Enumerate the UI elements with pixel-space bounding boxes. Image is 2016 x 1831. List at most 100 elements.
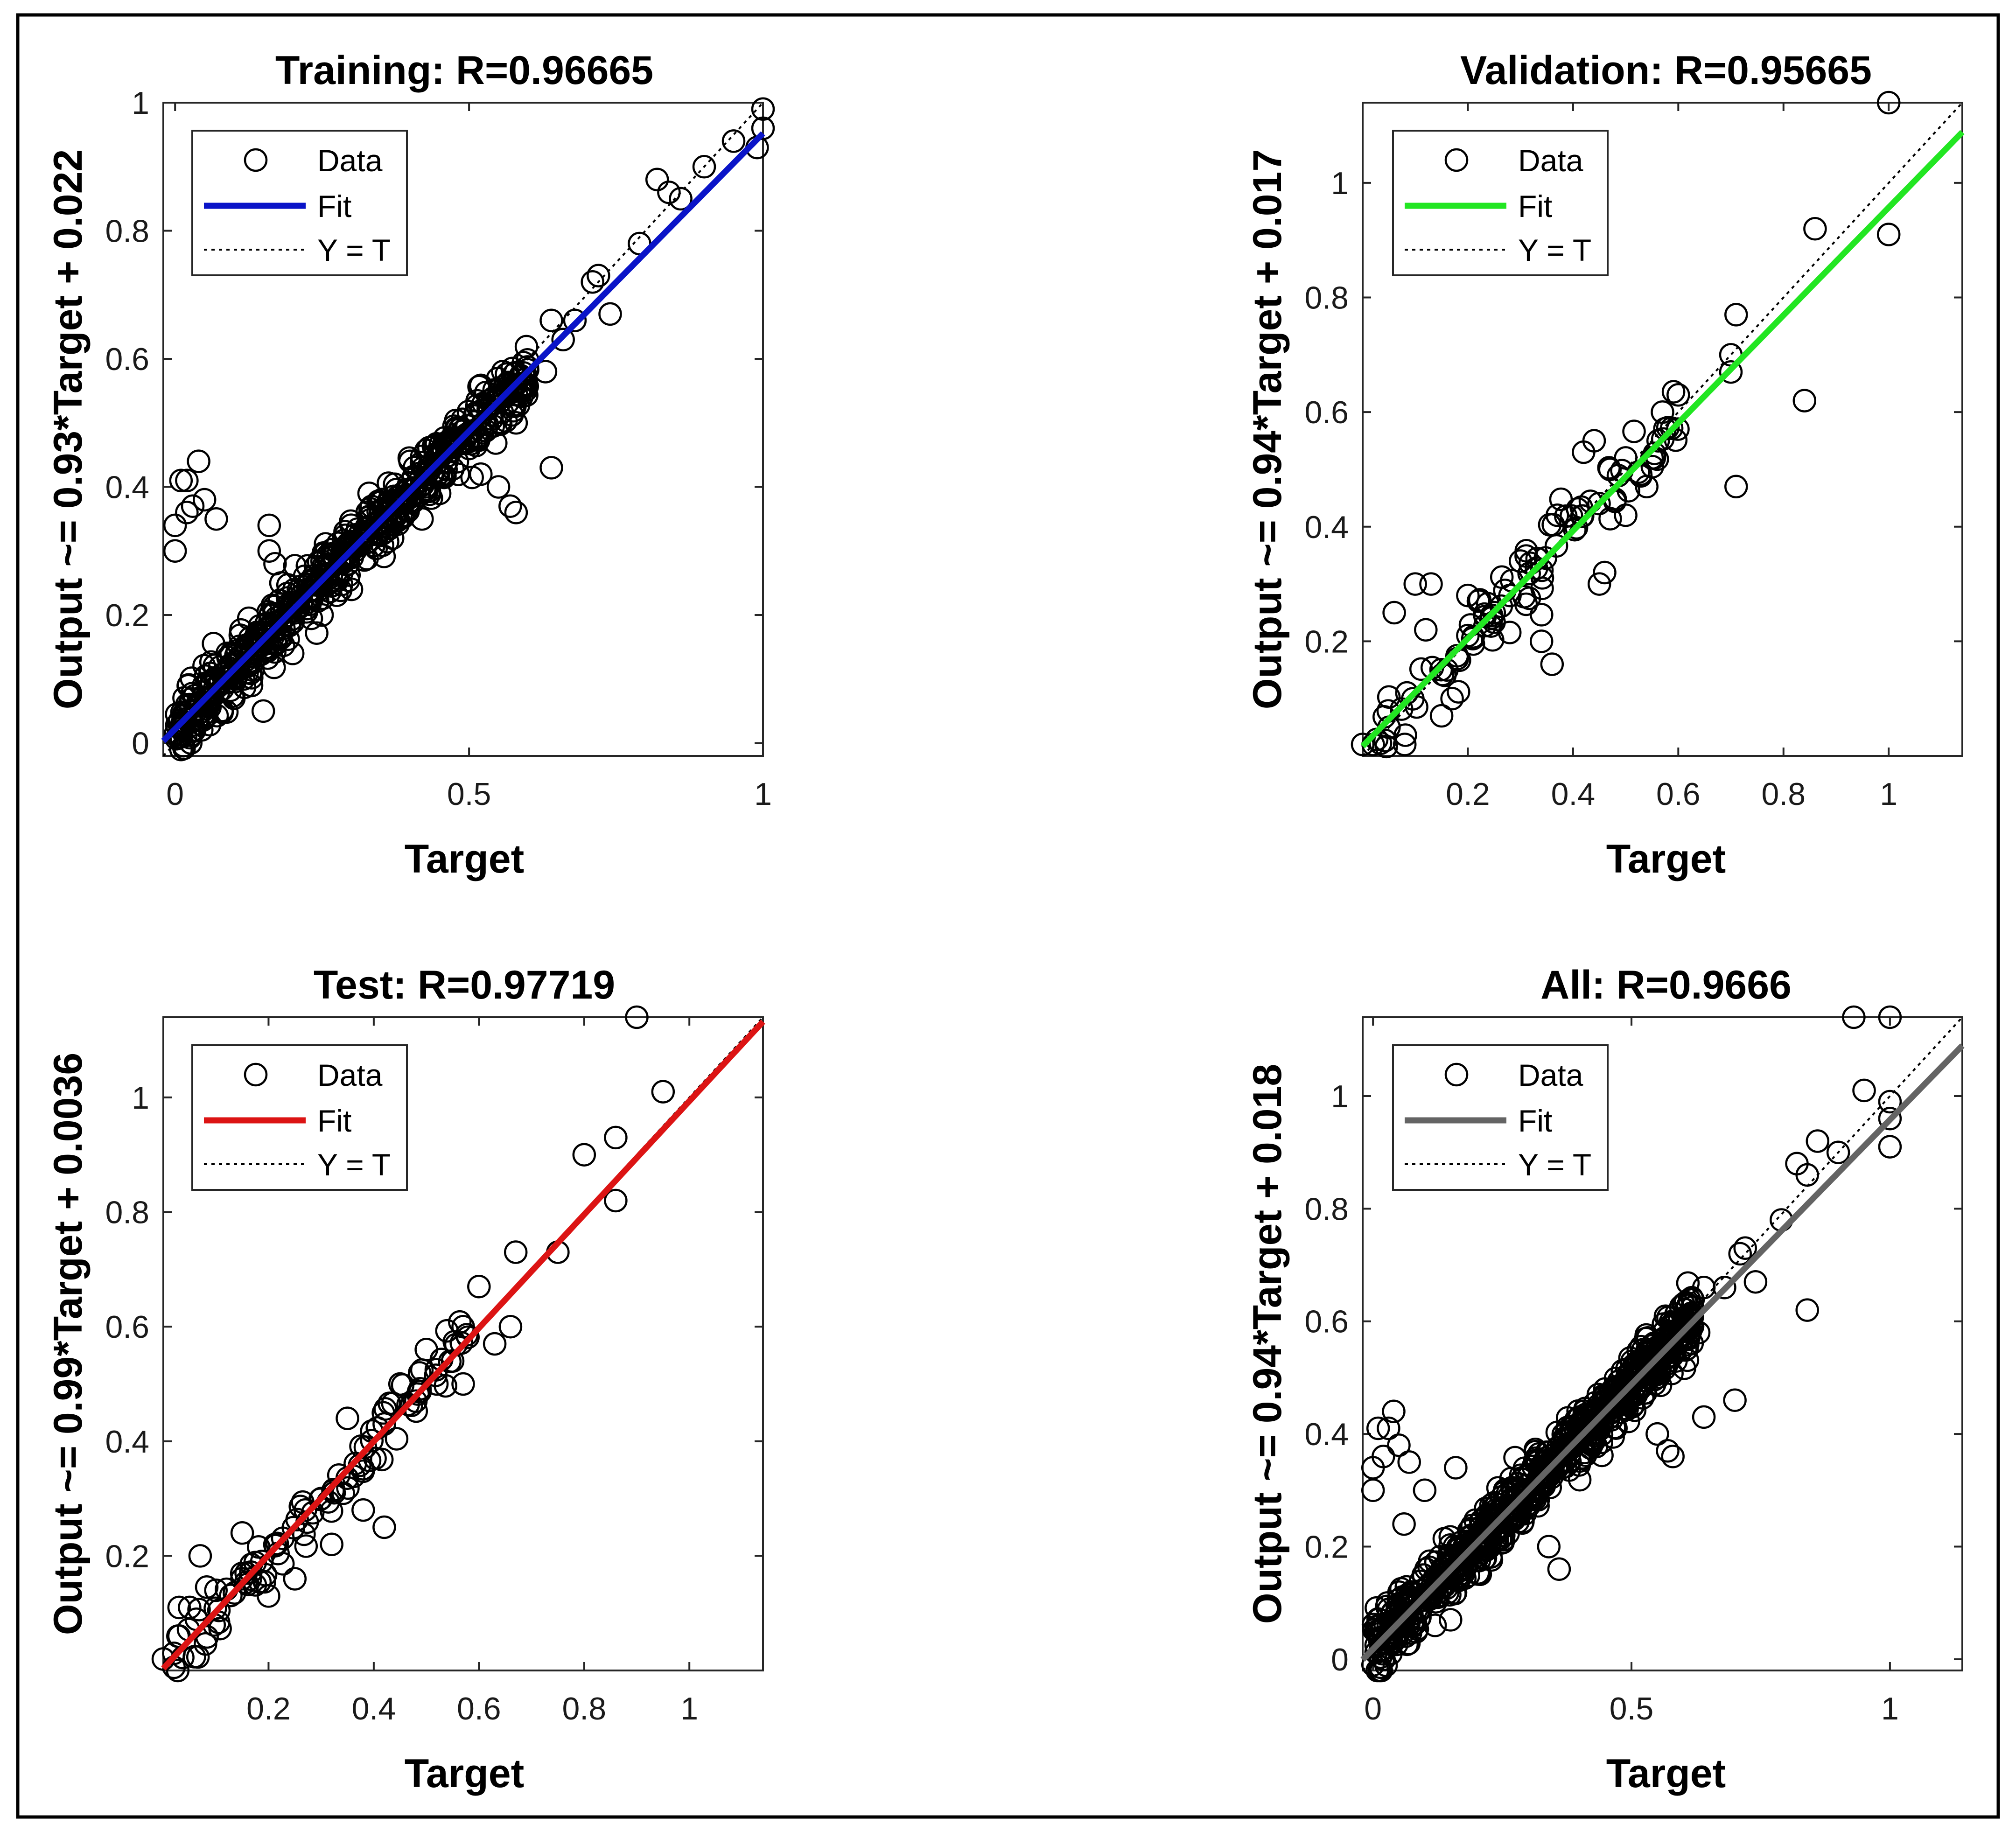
y-tick-label: 0 [132, 726, 149, 762]
x-tick-label: 1 [680, 1691, 698, 1726]
data-point [327, 1463, 351, 1487]
data-point [360, 1429, 384, 1453]
data-point [1614, 503, 1638, 527]
data-point [1614, 446, 1638, 470]
data-point [251, 699, 275, 723]
data-point [1367, 1658, 1392, 1683]
data-point [207, 671, 231, 696]
data-point [1806, 1129, 1830, 1153]
data-point [1361, 1478, 1385, 1503]
data-point [435, 1319, 459, 1343]
panel-title: Validation: R=0.95665 [1460, 48, 1872, 93]
data-point [456, 421, 480, 446]
data-point [363, 1447, 387, 1470]
data-point [339, 509, 363, 533]
data-point [310, 603, 334, 627]
legend-data-marker [244, 1062, 268, 1087]
data-point [162, 1641, 186, 1665]
data-point [1719, 360, 1743, 384]
y-tick-label: 0.2 [1304, 1529, 1349, 1565]
data-point [388, 1372, 412, 1396]
data-point [1590, 1443, 1614, 1468]
y-tick-label: 1 [1331, 166, 1349, 201]
data-point [1508, 549, 1533, 573]
data-point [1876, 91, 1901, 115]
x-tick-label: 1 [1881, 1691, 1899, 1726]
data-point [1366, 1416, 1390, 1440]
data-point [256, 646, 280, 670]
data-point [336, 1476, 360, 1500]
x-tick-label: 0.5 [447, 776, 491, 812]
data-point [1414, 618, 1438, 642]
data-point [163, 539, 187, 563]
data-point [1462, 1533, 1486, 1557]
x-tick-label: 0.2 [1446, 776, 1490, 812]
data-point [1592, 1384, 1616, 1407]
data-point [1826, 1140, 1850, 1164]
data-point [1878, 1090, 1902, 1114]
y-ticks: 0 0.2 0.4 0.6 0.8 1 [105, 85, 763, 762]
data-points [163, 97, 775, 762]
x-axis-label: Target [1606, 1751, 1726, 1796]
data-point [489, 390, 512, 413]
x-tick-label: 0 [166, 776, 184, 812]
data-point [1587, 572, 1611, 596]
y-tick-label: 0.4 [1304, 1417, 1349, 1452]
data-point [1479, 1545, 1503, 1569]
data-point [448, 1310, 472, 1334]
data-point [181, 494, 205, 518]
y-axis-label: Output ~= 0.93*Target + 0.022 [46, 149, 91, 710]
data-point [336, 1406, 359, 1430]
data-point [219, 1583, 243, 1607]
data-point [625, 1005, 649, 1029]
x-tick-label: 0.6 [457, 1691, 501, 1726]
data-point [166, 1658, 190, 1683]
data-point [163, 513, 187, 538]
data-point [372, 1515, 396, 1539]
data-point [414, 1338, 438, 1362]
legend: Data Fit Y = T [191, 1044, 408, 1191]
data-point [1560, 504, 1583, 528]
data-point [257, 1584, 280, 1608]
y-axis-label: Output ~= 0.94*Target + 0.018 [1245, 1064, 1290, 1624]
data-point [1723, 1388, 1747, 1412]
panel-all: All: R=0.9666 0 0.5 1 00.20.40.60.81 Targe… [1245, 963, 1965, 1796]
x-ticks: 0.2 0.4 0.6 0.8 1 [1446, 103, 1897, 812]
data-point [257, 539, 281, 563]
data-point [1645, 1422, 1669, 1446]
data-point [219, 643, 243, 666]
panel-training: Training: R=0.96665 0 0.5 1 0 0.2 0.4 0.6 0.8 1… [46, 48, 775, 881]
panel-title: Test: R=0.97719 [314, 963, 615, 1007]
data-point [271, 1526, 295, 1550]
data-point [263, 1532, 287, 1557]
data-point [252, 628, 276, 652]
x-tick-label: 0.8 [562, 1691, 606, 1726]
data-point [1593, 560, 1617, 585]
data-point [169, 468, 193, 493]
data-point [223, 1581, 246, 1605]
data-point [332, 548, 356, 572]
data-point [651, 1080, 675, 1104]
legend-data-marker [1444, 148, 1469, 172]
data-point [434, 445, 457, 469]
data-point [1878, 1106, 1902, 1131]
data-point [1713, 1276, 1736, 1300]
data-point [1365, 1596, 1388, 1620]
data-point [453, 418, 476, 442]
data-points [151, 1005, 675, 1683]
data-point [269, 571, 293, 595]
data-point [1405, 695, 1428, 719]
data-point [1456, 623, 1480, 648]
data-point [385, 1427, 409, 1451]
data-point [1429, 657, 1453, 682]
data-point [604, 1125, 628, 1150]
data-point [1447, 680, 1470, 704]
data-point [1803, 217, 1827, 241]
data-point [246, 1535, 271, 1559]
data-point [357, 482, 381, 505]
data-point [1651, 400, 1674, 424]
legend-ideal-label: Y = T [1518, 1147, 1591, 1182]
data-point [1643, 1368, 1666, 1391]
y-axis-label: Output ~= 0.94*Target + 0.017 [1245, 149, 1290, 710]
